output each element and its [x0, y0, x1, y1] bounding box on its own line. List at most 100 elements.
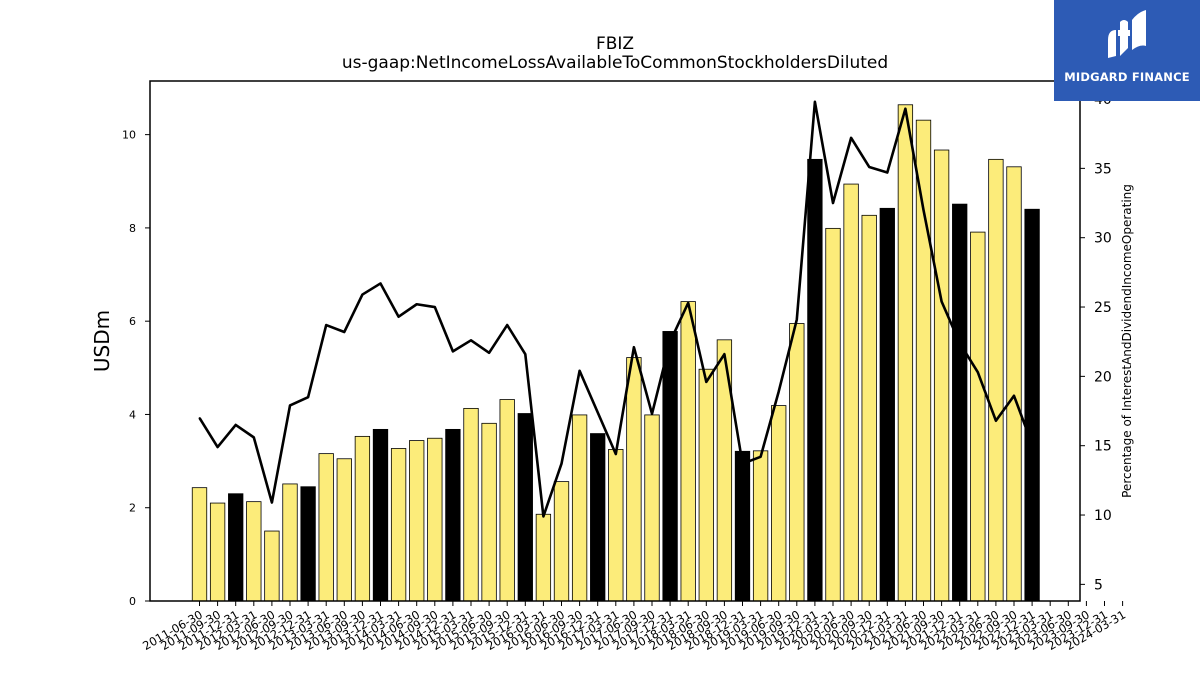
line-point — [669, 340, 671, 343]
bar — [1006, 166, 1022, 602]
bar — [1024, 208, 1040, 602]
y2-tick-label: 30 — [1094, 231, 1112, 247]
y-tick-label: 10 — [122, 129, 136, 142]
chart-subtitle: us-gaap:NetIncomeLossAvailableToCommonSt… — [342, 53, 888, 73]
line-point — [886, 171, 889, 174]
line-point — [995, 419, 997, 422]
y-tick-label: 2 — [129, 502, 136, 515]
bar — [771, 405, 787, 602]
line-point — [361, 293, 364, 296]
bar — [789, 323, 805, 602]
bar — [282, 483, 298, 602]
line-point — [904, 107, 907, 110]
bar — [553, 481, 570, 602]
y2-tick-label: 5 — [1094, 577, 1103, 593]
bar — [372, 428, 389, 602]
y-tick-label: 8 — [129, 222, 136, 235]
line-point — [832, 202, 834, 204]
line-point — [560, 462, 563, 465]
bar — [300, 486, 316, 602]
line-point — [651, 413, 653, 415]
line-point — [524, 353, 527, 355]
line-series — [198, 100, 1034, 518]
y2-tick-label: 25 — [1094, 300, 1112, 316]
brand-name: MIDGARD FINANCE — [1064, 70, 1190, 84]
bar — [626, 357, 642, 602]
line-point — [633, 346, 635, 349]
line-point — [596, 411, 599, 414]
bar — [734, 450, 751, 602]
bar — [662, 331, 678, 602]
bar — [517, 413, 533, 602]
line-point — [452, 350, 454, 353]
y2-tick-label: 35 — [1094, 161, 1112, 177]
line-point — [940, 300, 943, 303]
line-point — [542, 515, 545, 518]
midgard-logo-icon — [1108, 10, 1146, 58]
line-point — [307, 396, 309, 398]
bar — [499, 399, 515, 602]
bar — [680, 301, 696, 602]
bar — [246, 501, 262, 602]
line-point — [850, 137, 852, 139]
line-point — [958, 342, 961, 344]
brand-logo: MIDGARD FINANCE — [1054, 0, 1200, 101]
bar — [318, 453, 334, 602]
y2-tick-label: 15 — [1094, 439, 1112, 455]
bar — [861, 214, 877, 602]
bar — [843, 183, 859, 602]
line-point — [289, 404, 291, 407]
line-point — [868, 166, 870, 168]
bar — [445, 428, 461, 602]
line-point — [253, 436, 255, 439]
line-point — [343, 331, 346, 333]
line-point — [415, 303, 418, 306]
bar — [915, 119, 932, 602]
line-point — [723, 353, 726, 355]
bar — [933, 149, 950, 602]
line-point — [615, 453, 617, 455]
line-point — [687, 302, 689, 304]
y2-tick-label: 10 — [1094, 508, 1112, 524]
bar — [988, 158, 1004, 602]
line-point — [814, 101, 816, 103]
bar — [481, 422, 497, 602]
x-axis: 2011-06-302011-09-302011-12-312012-03-31… — [140, 601, 1128, 653]
bar — [209, 502, 226, 602]
chart-title: FBIZ — [596, 34, 634, 54]
line-point — [234, 424, 237, 426]
bar — [427, 437, 443, 602]
bar — [354, 435, 371, 602]
line-point — [434, 306, 436, 308]
bar — [264, 530, 280, 602]
bar — [590, 433, 606, 602]
bar — [807, 158, 823, 602]
line-point — [506, 324, 509, 326]
y-tick-label: 4 — [129, 408, 136, 421]
line-point — [922, 209, 925, 211]
bar — [644, 414, 660, 602]
line-point — [470, 339, 472, 342]
bar — [336, 458, 352, 602]
y-tick-label: 6 — [129, 315, 136, 328]
line-point — [1013, 394, 1015, 397]
bar — [970, 231, 986, 602]
bar — [571, 414, 588, 602]
y-axis-label: USDm — [90, 310, 114, 372]
bar — [752, 450, 769, 602]
bar — [390, 448, 407, 602]
line-point — [325, 324, 328, 326]
bar — [952, 203, 968, 602]
bar — [535, 513, 552, 602]
line-point — [198, 417, 201, 419]
line-point — [777, 390, 780, 393]
y-tick-label: 0 — [129, 595, 136, 608]
line-point — [977, 371, 979, 374]
bar — [698, 368, 714, 602]
bar — [825, 227, 841, 602]
line-point — [1031, 443, 1033, 446]
line-point — [271, 501, 273, 504]
line-point — [397, 315, 400, 318]
y2-axis-label: Percentage of InterestAndDividendIncomeO… — [1120, 184, 1134, 498]
